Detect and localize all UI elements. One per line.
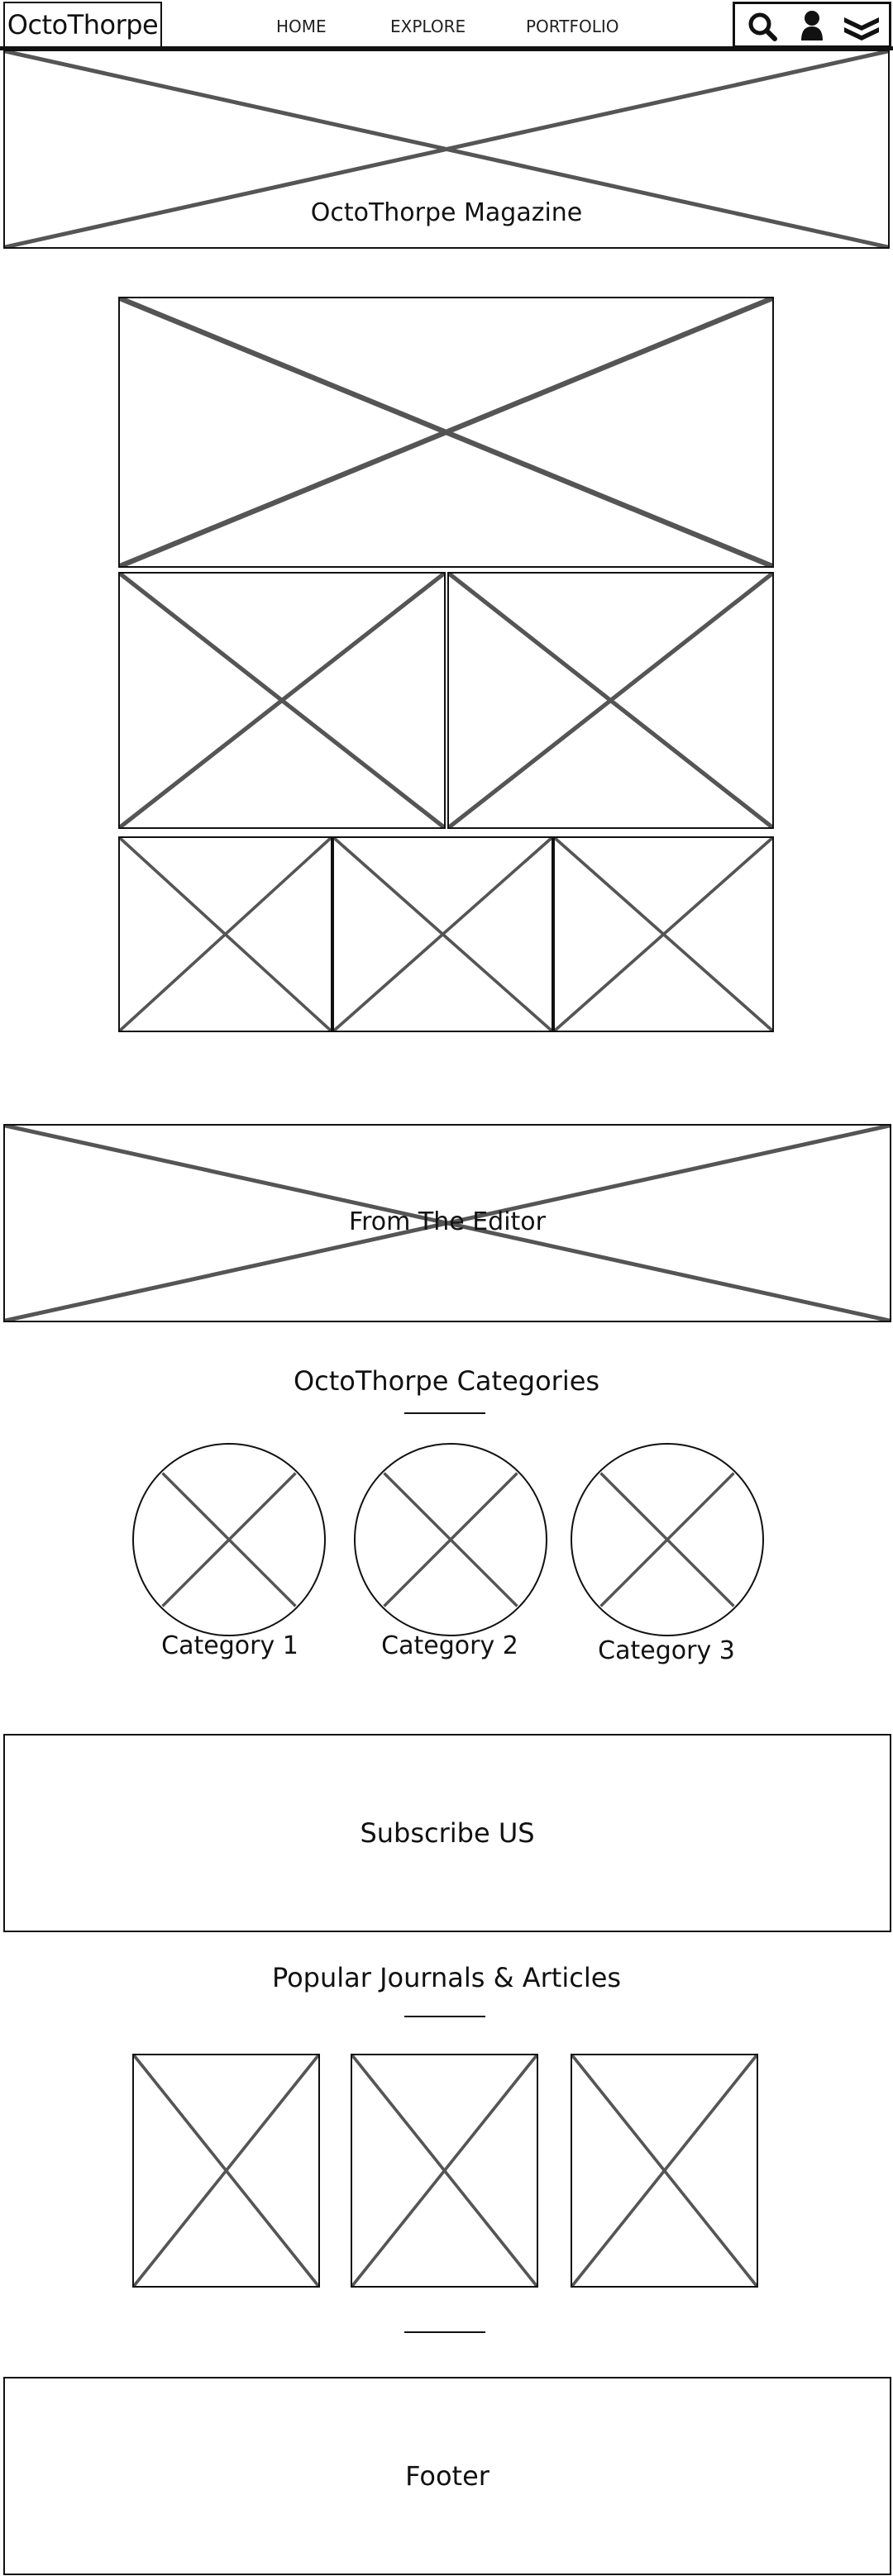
feature-image-large[interactable]: [118, 297, 774, 568]
layers-icon[interactable]: [838, 4, 886, 45]
feature-image-small-1[interactable]: [118, 836, 332, 1032]
nav-portfolio[interactable]: PORTFOLIO: [526, 17, 619, 36]
categories-underline: [404, 1412, 485, 1414]
user-icon[interactable]: [788, 4, 836, 45]
popular-heading: Popular Journals & Articles: [271, 1962, 622, 1993]
section-divider: [404, 2331, 485, 2333]
popular-article-3-image[interactable]: [571, 2054, 758, 2288]
hero-banner-image[interactable]: OctoThorpe Magazine: [3, 50, 890, 249]
footer-label: Footer: [405, 2460, 489, 2492]
category-1-label[interactable]: Category 1: [161, 1631, 298, 1660]
footer: Footer: [3, 2377, 891, 2575]
popular-article-1-image[interactable]: [132, 2054, 320, 2288]
editor-title: From The Editor: [349, 1207, 546, 1236]
editor-banner[interactable]: From The Editor: [3, 1124, 891, 1322]
nav-home[interactable]: HOME: [276, 17, 327, 36]
subscribe-section[interactable]: Subscribe US: [3, 1734, 891, 1932]
nav-explore[interactable]: EXPLORE: [390, 17, 466, 36]
search-icon[interactable]: [738, 4, 786, 45]
category-2-image[interactable]: [354, 1443, 547, 1636]
feature-image-medium-1[interactable]: [118, 572, 446, 829]
subscribe-label[interactable]: Subscribe US: [360, 1817, 535, 1849]
header-icon-group: [733, 2, 891, 48]
header-divider: [0, 46, 893, 50]
feature-image-small-2[interactable]: [332, 836, 553, 1032]
category-3-image[interactable]: [571, 1443, 764, 1636]
categories-heading: OctoThorpe Categories: [293, 1365, 600, 1397]
category-3-label[interactable]: Category 3: [598, 1636, 735, 1665]
feature-image-small-3[interactable]: [553, 836, 774, 1032]
popular-underline: [404, 2016, 485, 2017]
site-logo[interactable]: OctoThorpe: [3, 2, 162, 48]
popular-article-2-image[interactable]: [351, 2054, 538, 2288]
hero-title: OctoThorpe Magazine: [310, 198, 583, 227]
category-2-label[interactable]: Category 2: [381, 1631, 518, 1660]
feature-image-medium-2[interactable]: [447, 572, 774, 829]
category-1-image[interactable]: [132, 1443, 326, 1636]
